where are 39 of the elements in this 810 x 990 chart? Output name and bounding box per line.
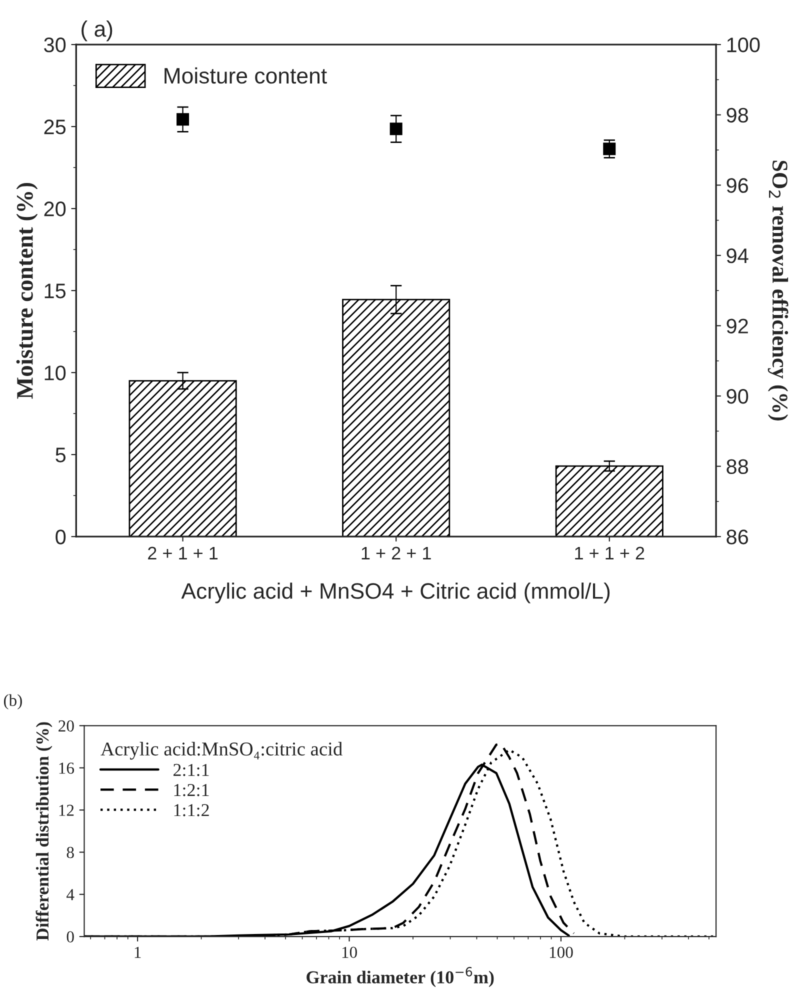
x-axis-title: Grain diameter (10$^{−6}$m) [306,966,494,988]
y2-tick-label: 94 [726,248,748,264]
y2-axis-title: SO$_{2}$ removal efficiency (%) [768,160,788,420]
y-tick-label: 20 [44,202,66,216]
y-tick-label: 12 [59,804,74,816]
y-tick-label: 0 [56,530,66,544]
legend-label: 1:1:2 [174,804,209,816]
legend-label: Moisture content [164,67,327,84]
x-tick-label: 1 + 2 + 1 [362,546,431,560]
y2-tick-label: 90 [726,389,748,404]
y-axis-title: Moisture content (%) [16,182,38,399]
y-tick-label: 10 [44,366,66,380]
y-tick-label: 15 [44,284,66,298]
legend-label: 2:1:1 [174,764,209,776]
y-tick-label: 25 [44,120,66,134]
x-tick-label: 10 [342,946,357,958]
x-tick-label: 100 [550,946,573,958]
y2-tick-label: 92 [726,318,748,334]
y2-tick-label: 98 [726,108,748,123]
x-tick-label: 1 [134,946,141,958]
y2-tick-label: 96 [726,178,748,193]
y2-tick-label: 88 [726,459,748,474]
y-tick-label: 16 [59,762,74,774]
x-axis-title: Acrylic acid + MnSO4 + Citric acid (mmol/L) [181,582,610,604]
text: ( a) [82,20,112,42]
legend-label: 1:2:1 [174,784,209,796]
x-tick-label: 1 + 1 + 2 [575,546,644,560]
y-tick-label: 20 [58,720,74,732]
y2-tick-label: 100 [727,38,760,52]
y-tick-label: 5 [56,448,66,462]
y-tick-label: 4 [66,889,74,900]
legend-title: Acrylic acid:MnSO₄:citric acid [100,742,342,760]
y-tick-label: 0 [66,931,74,942]
y-tick-label: 8 [66,846,74,858]
y-tick-label: 30 [44,38,66,52]
x-tick-label: 2 + 1 + 1 [148,546,218,560]
text: (b) [4,694,22,710]
y-axis-title: Differential distribution (%) [36,722,52,940]
y2-tick-label: 86 [726,530,748,544]
